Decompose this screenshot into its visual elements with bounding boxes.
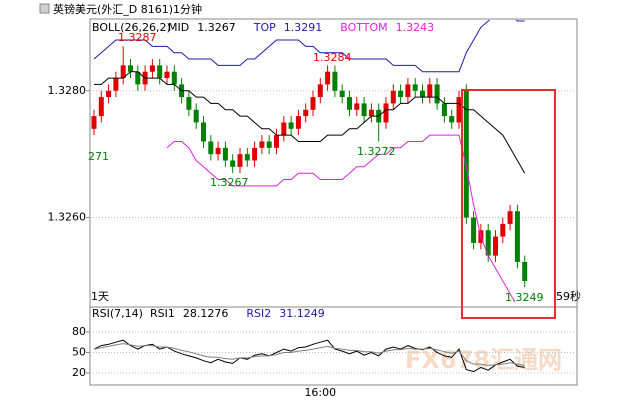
candle-body xyxy=(128,65,133,72)
annotation: 1.3287 xyxy=(118,31,157,44)
annotation: 271 xyxy=(88,150,109,163)
indicator-line xyxy=(94,71,526,174)
legend-name: RSI1 xyxy=(150,307,175,320)
y-tick-label: 1.3280 xyxy=(48,84,87,97)
plot: 1.3280 1.3260 BOLL(26,26,2)MID 1.3267 TOP 1.3… xyxy=(48,20,577,399)
y-tick-label: 80 xyxy=(72,325,86,338)
candle-body xyxy=(222,147,228,161)
candle-body xyxy=(317,84,323,98)
candle-body xyxy=(186,97,192,110)
frame xyxy=(89,18,578,386)
y-tick-label: 20 xyxy=(72,366,86,379)
candle-body xyxy=(91,116,97,129)
legend-name: TOP xyxy=(253,21,276,34)
annotation: 1.3249 xyxy=(505,291,544,304)
rsi-area xyxy=(93,339,525,373)
legend-value: 31.1249 xyxy=(279,307,325,320)
icon xyxy=(39,3,50,14)
candle-body xyxy=(420,90,425,98)
legend-value: 1.3243 xyxy=(396,21,435,34)
candle-body xyxy=(113,78,119,91)
candle-body xyxy=(485,230,491,256)
candle-body xyxy=(398,90,404,98)
y-tick-label: 1.3260 xyxy=(48,211,87,224)
candle-body xyxy=(339,90,345,98)
candle-body xyxy=(98,97,104,117)
y-tick-label: 50 xyxy=(72,345,86,358)
candle-body xyxy=(303,109,309,117)
legend-value: 28.1276 xyxy=(183,307,229,320)
candle-body xyxy=(390,90,396,104)
candle-body xyxy=(361,103,367,117)
candle-body xyxy=(266,141,272,148)
annotation: 1.3284 xyxy=(313,51,352,64)
candle-body xyxy=(157,65,163,79)
candle-body xyxy=(522,261,528,281)
candle-body xyxy=(252,147,258,161)
candle-body xyxy=(325,71,331,85)
candle-body xyxy=(441,103,447,117)
candle-body xyxy=(193,109,199,123)
candle-body xyxy=(149,65,155,72)
candle-body xyxy=(201,122,206,142)
candle-body xyxy=(507,211,513,224)
candle-body xyxy=(500,223,506,237)
candle-body xyxy=(230,160,236,167)
indicator-label: BOLL(26,26,2) xyxy=(92,21,171,34)
candle-body xyxy=(244,154,250,161)
indicator-line xyxy=(93,20,525,73)
candle-body xyxy=(471,217,477,243)
indicator-line xyxy=(93,343,525,366)
candle-body xyxy=(288,122,294,129)
candle-body xyxy=(164,71,170,79)
candle-body xyxy=(281,122,287,136)
legend-value: 1.3291 xyxy=(284,21,323,34)
indicator-line xyxy=(166,134,516,302)
price-area xyxy=(91,20,528,302)
candle-body xyxy=(493,236,498,256)
title: 英镑美元(外汇_D 8161)1分钟 xyxy=(53,2,202,16)
candle-body xyxy=(332,71,338,91)
legend-name: MID xyxy=(168,21,189,34)
candle-body xyxy=(215,147,221,155)
candle-body xyxy=(427,84,433,98)
x-tick-label: 16:00 xyxy=(304,386,336,399)
candle-body xyxy=(295,116,301,129)
candle-body xyxy=(259,141,265,148)
legend-name: RSI2 xyxy=(246,307,271,320)
watermark: FX678汇通网 xyxy=(405,346,562,374)
annotation: 1天 xyxy=(91,290,109,303)
candle-body xyxy=(274,135,279,148)
candle-body xyxy=(412,84,418,91)
candle-body xyxy=(463,90,469,218)
candle-body xyxy=(208,141,214,155)
indicator-label: RSI(7,14) xyxy=(92,307,143,320)
candle-body xyxy=(514,211,520,262)
candle-body xyxy=(456,97,462,123)
candle-body xyxy=(106,90,112,98)
annotation: 59秒 xyxy=(556,289,581,303)
annotation: 1.3272 xyxy=(357,145,396,158)
candle-body xyxy=(171,71,177,85)
legend-name: BOTTOM xyxy=(340,21,387,34)
candle-body xyxy=(347,97,352,110)
candle-body xyxy=(135,71,141,85)
candle-body xyxy=(368,109,374,117)
candle-body xyxy=(449,116,455,123)
candle-body xyxy=(354,103,360,110)
candle-body xyxy=(405,84,411,98)
legend-value: 1.3267 xyxy=(197,21,236,34)
annotation: 1.3267 xyxy=(210,176,249,189)
candle-body xyxy=(237,154,243,167)
candle-body xyxy=(310,97,316,110)
candle-body xyxy=(434,84,440,104)
highlight-box xyxy=(461,89,556,319)
candle-body xyxy=(383,103,389,123)
candle-body xyxy=(120,65,126,79)
